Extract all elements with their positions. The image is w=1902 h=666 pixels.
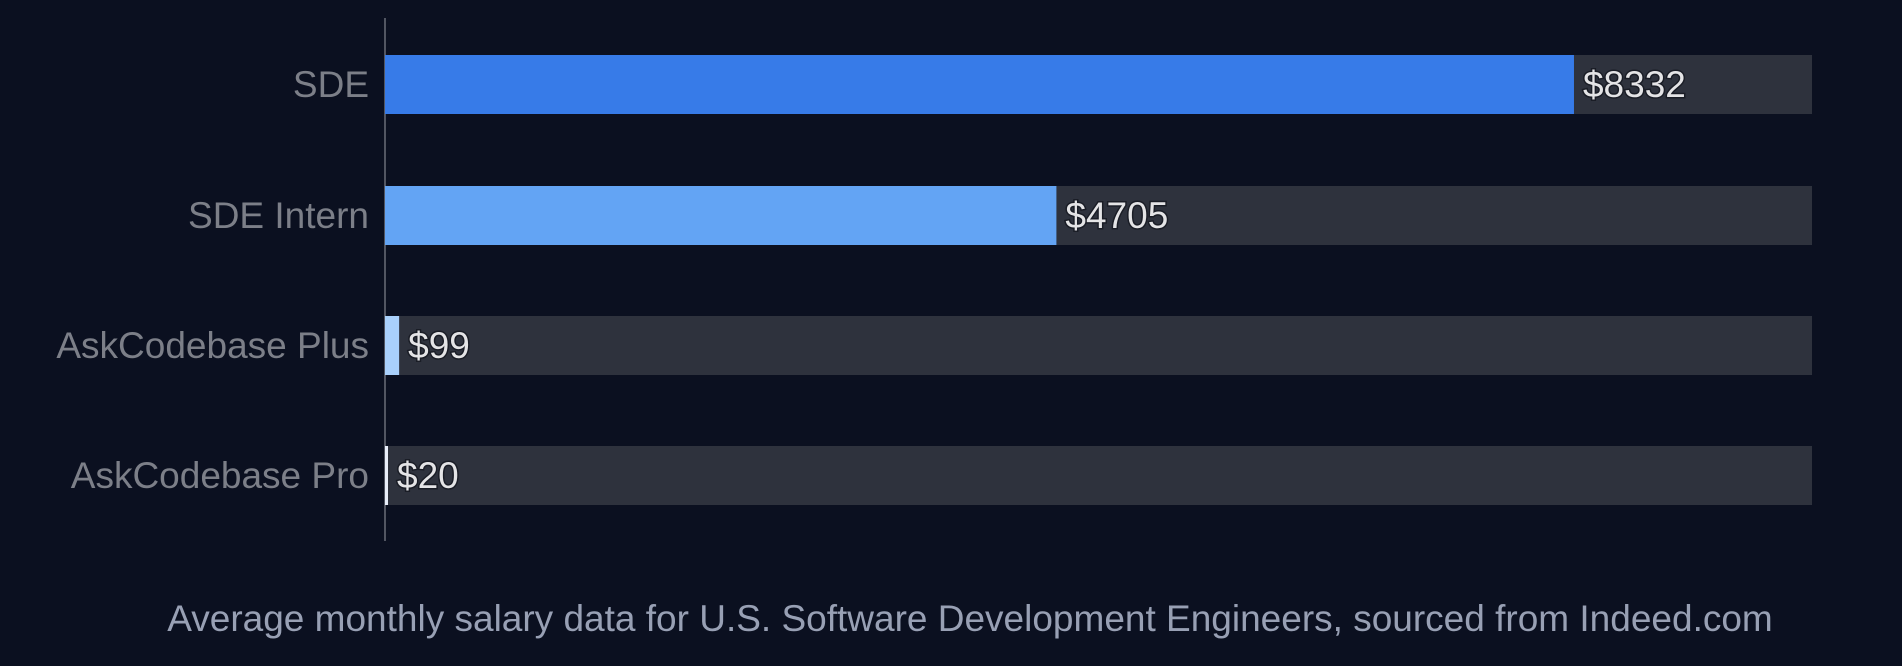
chart-caption: Average monthly salary data for U.S. Sof…	[167, 598, 1773, 639]
bar-chart: SDE $8332 SDE Intern $4705 AskCodebase Plus $…	[56, 18, 1812, 541]
value-label: $99	[408, 325, 470, 366]
value-label: $4705	[1065, 195, 1168, 236]
bar-track	[385, 446, 1812, 505]
bar-sde	[385, 55, 1574, 114]
category-label: SDE	[293, 64, 369, 105]
value-label: $20	[397, 455, 459, 496]
bar-track	[385, 316, 1812, 375]
bar-askcodebase-plus	[385, 316, 400, 375]
category-label: AskCodebase Pro	[71, 455, 369, 496]
category-label: AskCodebase Plus	[56, 325, 369, 366]
bar-askcodebase-pro	[385, 446, 388, 505]
category-label: SDE Intern	[188, 195, 369, 236]
bar-sde-intern	[385, 186, 1057, 245]
value-label: $8332	[1583, 64, 1686, 105]
